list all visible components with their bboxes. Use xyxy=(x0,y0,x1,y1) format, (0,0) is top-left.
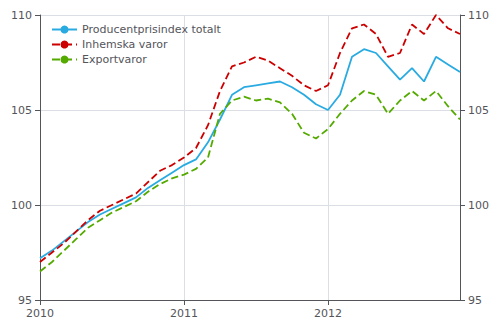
svg-text:95: 95 xyxy=(468,294,482,307)
svg-text:105: 105 xyxy=(11,104,32,117)
svg-text:100: 100 xyxy=(11,199,32,212)
svg-text:2012: 2012 xyxy=(314,307,342,320)
svg-text:105: 105 xyxy=(468,104,489,117)
svg-text:110: 110 xyxy=(468,9,489,22)
svg-text:Inhemska varor: Inhemska varor xyxy=(82,38,168,51)
svg-text:110: 110 xyxy=(11,9,32,22)
svg-text:2011: 2011 xyxy=(170,307,198,320)
svg-text:Exportvaror: Exportvaror xyxy=(82,53,147,66)
svg-text:2010: 2010 xyxy=(26,307,54,320)
svg-text:Producentprisindex totalt: Producentprisindex totalt xyxy=(82,23,222,36)
svg-text:100: 100 xyxy=(468,199,489,212)
svg-text:95: 95 xyxy=(18,294,32,307)
